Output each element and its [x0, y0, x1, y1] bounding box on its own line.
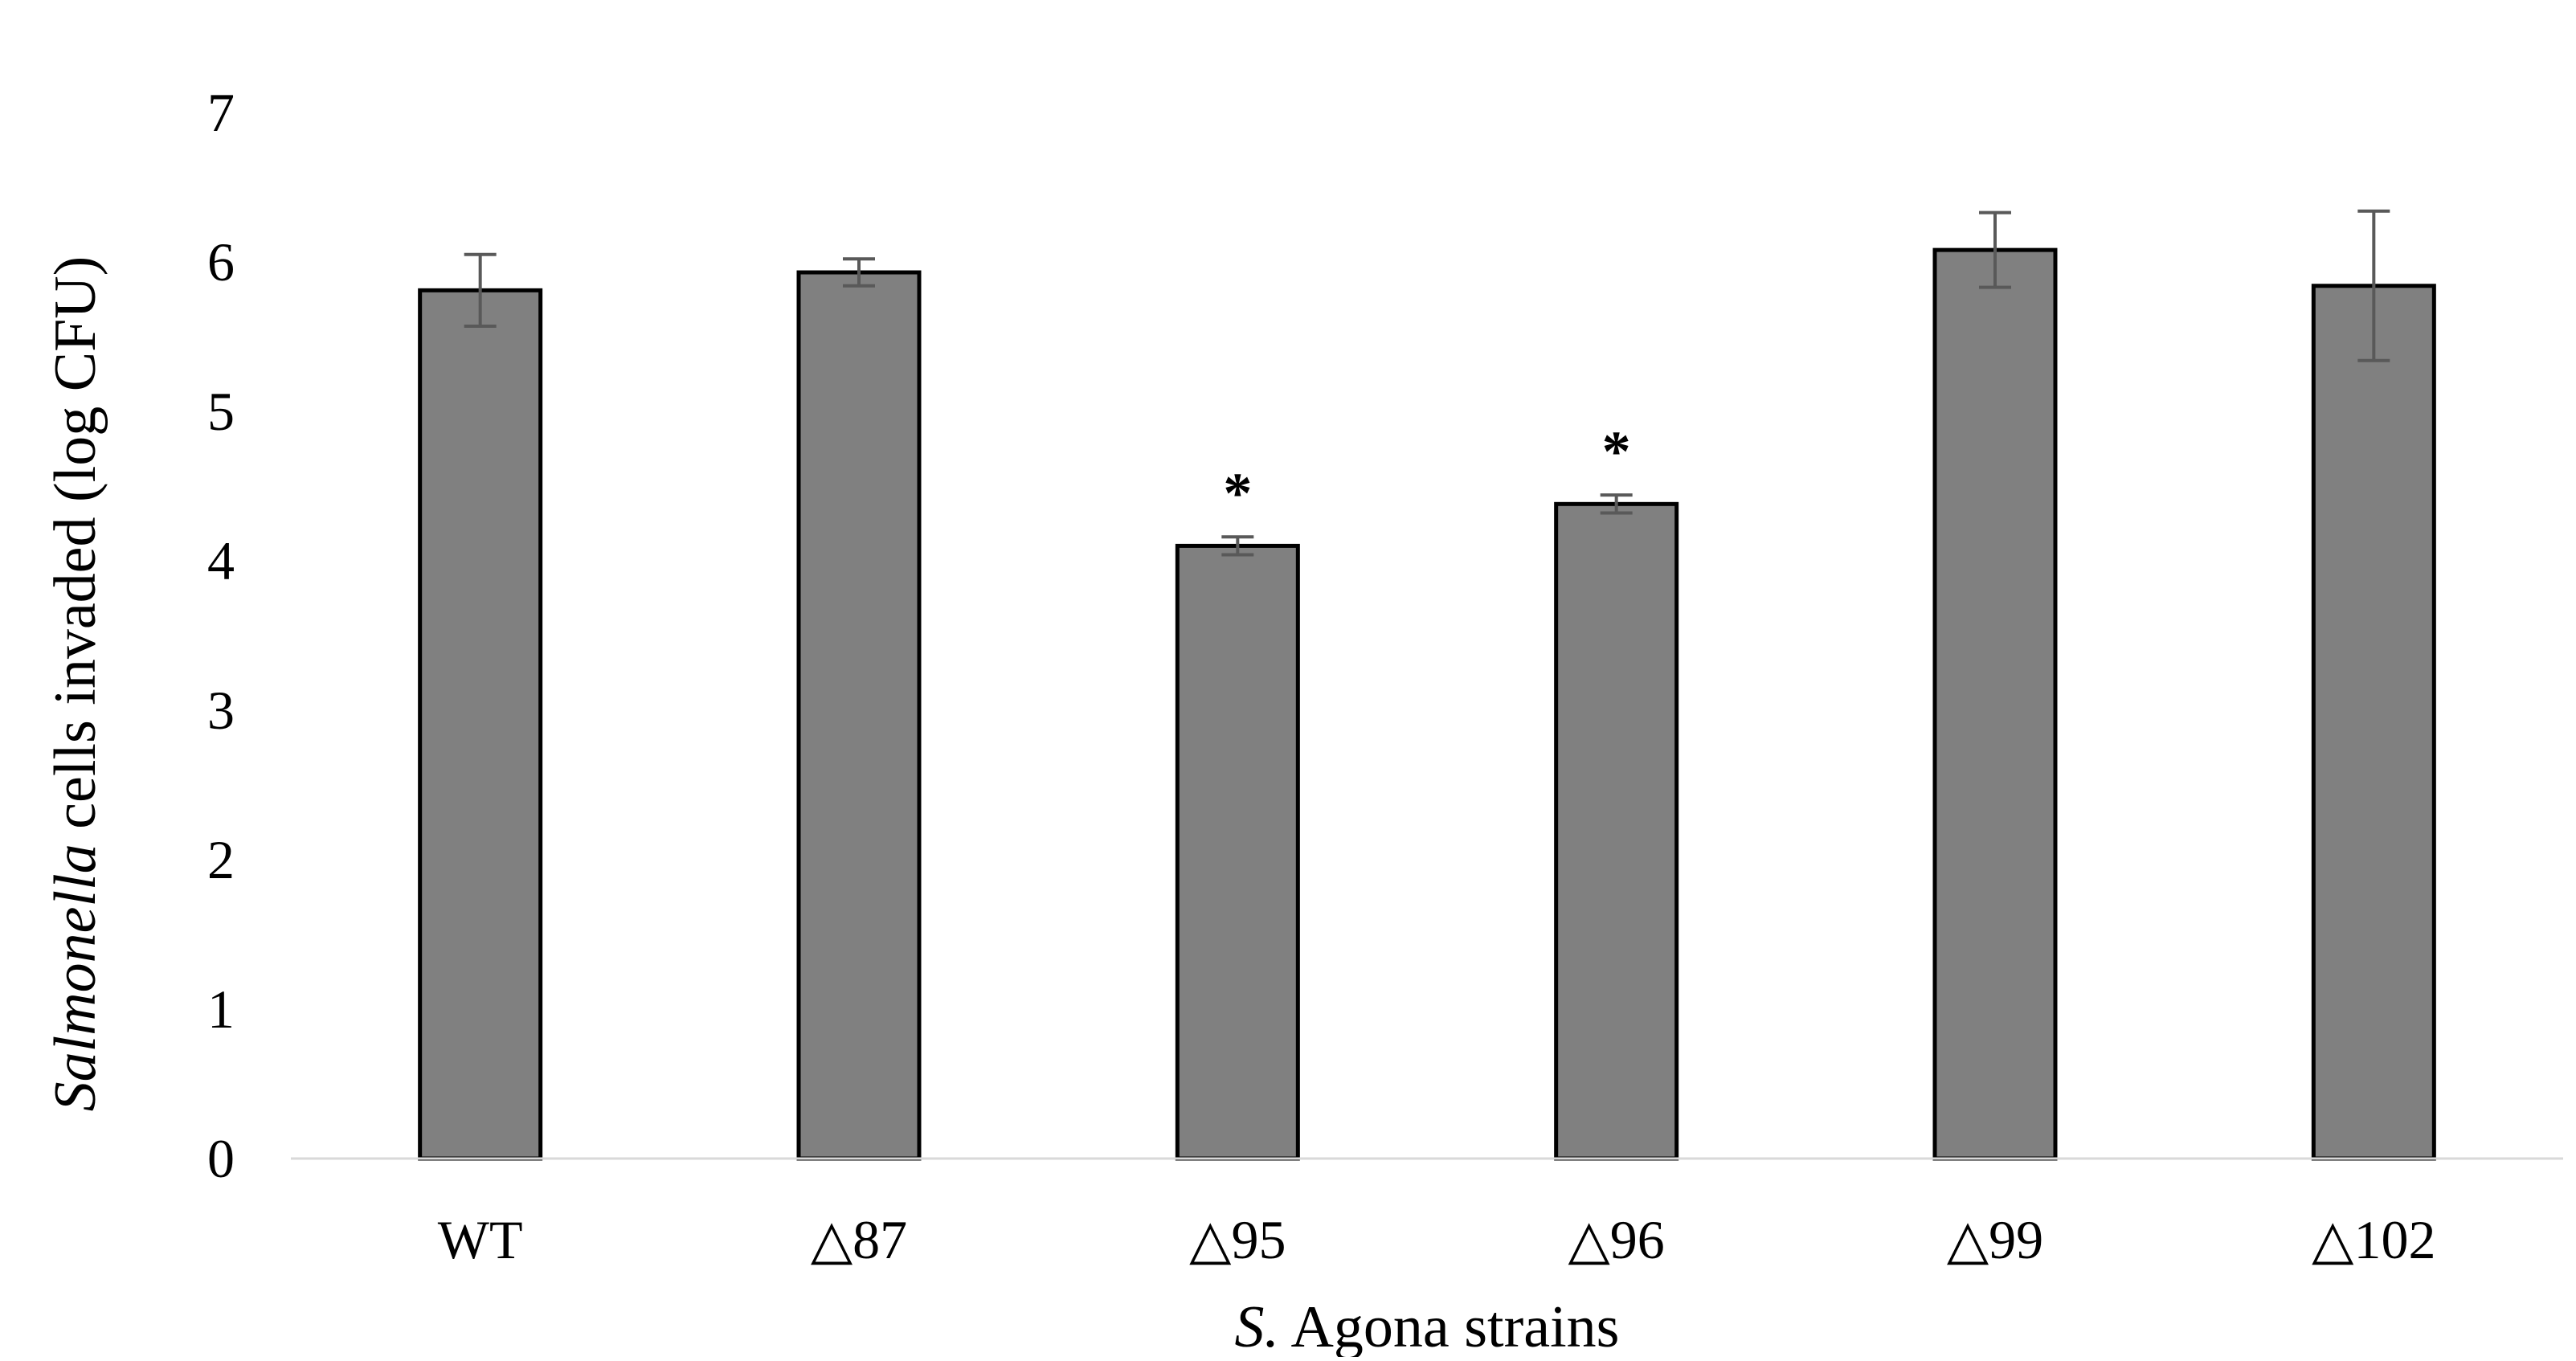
- significance-asterisk: *: [1602, 419, 1631, 484]
- y-axis-title-italic: Salmonella: [43, 844, 108, 1111]
- y-tick-label: 3: [207, 680, 235, 741]
- error-bars: [464, 209, 2390, 557]
- bar: [1932, 247, 2058, 1161]
- bar: [2311, 284, 2436, 1161]
- y-tick-label: 2: [207, 829, 235, 890]
- x-axis-title-italic: S.: [1235, 1294, 1280, 1357]
- bar: [418, 288, 543, 1161]
- x-tick-label: WT: [438, 1209, 523, 1270]
- x-axis-ticks: WT △87 △95 △96 △99 △102: [438, 1209, 2436, 1270]
- y-tick-label: 5: [207, 381, 235, 442]
- x-tick-label: △102: [2312, 1209, 2435, 1270]
- y-tick-label: 7: [207, 82, 235, 143]
- y-axis-title-text: cells invaded (log CFU): [43, 256, 108, 844]
- significance-asterisk: *: [1223, 461, 1252, 525]
- significance-marks: **: [1223, 419, 1630, 525]
- x-tick-label: △99: [1947, 1209, 2043, 1270]
- bar: [1554, 501, 1679, 1161]
- y-tick-label: 6: [207, 231, 235, 292]
- y-axis-ticks: 0 1 2 3 4 5 6 7: [207, 82, 235, 1189]
- y-tick-label: 0: [207, 1128, 235, 1189]
- y-axis-title: Salmonella cells invaded (log CFU): [43, 256, 108, 1112]
- x-axis-title: S. Agona strains: [1235, 1294, 1620, 1357]
- y-tick-label: 4: [207, 530, 235, 591]
- bar: [1175, 543, 1300, 1161]
- bars: [418, 247, 2436, 1161]
- y-tick-label: 1: [207, 979, 235, 1040]
- x-tick-label: △96: [1568, 1209, 1665, 1270]
- x-tick-label: △87: [811, 1209, 907, 1270]
- x-axis-title-text: Agona strains: [1279, 1294, 1619, 1357]
- bar: [796, 270, 922, 1161]
- x-tick-label: △95: [1189, 1209, 1286, 1270]
